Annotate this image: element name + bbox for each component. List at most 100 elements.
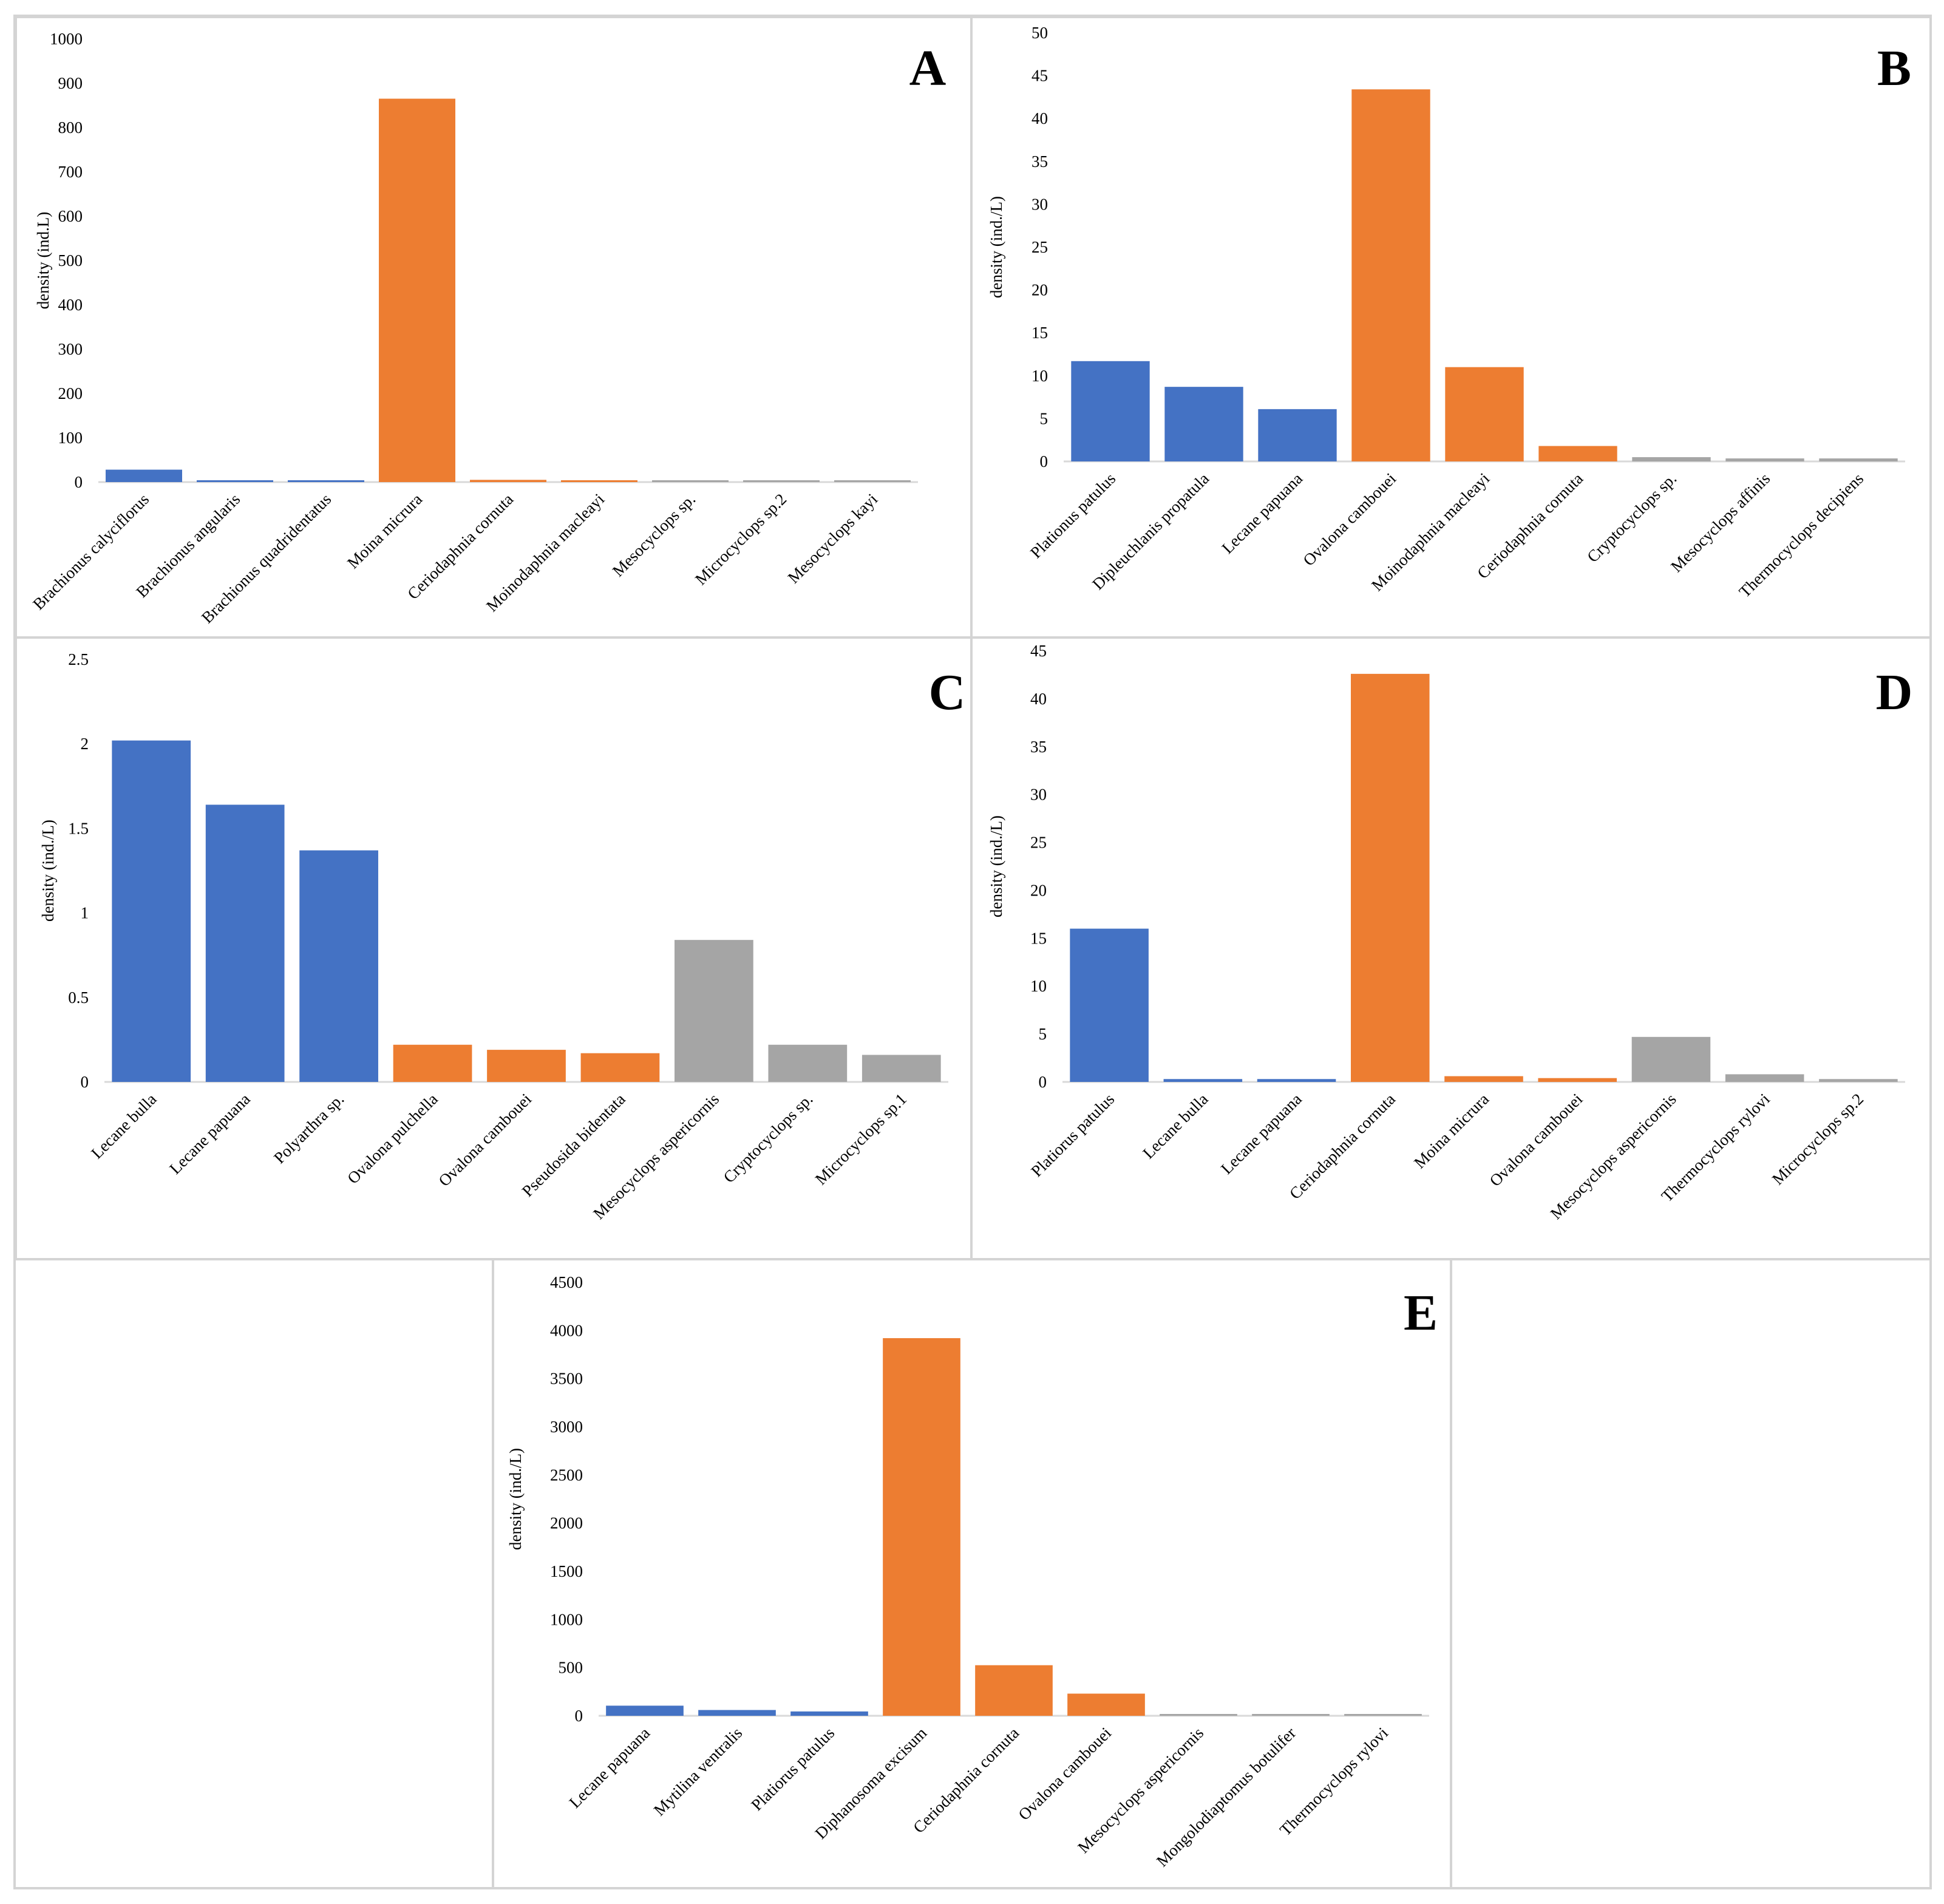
- bar: [1067, 1693, 1145, 1716]
- y-tick-label: 1.5: [68, 819, 89, 837]
- y-tick-label: 200: [58, 384, 83, 403]
- bar: [197, 480, 273, 482]
- y-tick-label: 5: [1040, 409, 1048, 427]
- y-axis-label: density (ind./L): [987, 196, 1005, 298]
- y-tick-label: 2: [81, 735, 89, 753]
- bar: [1444, 1076, 1523, 1082]
- y-tick-label: 10: [1031, 367, 1048, 385]
- y-tick-label: 2500: [550, 1466, 583, 1484]
- bar: [1071, 361, 1150, 461]
- bar: [1725, 458, 1804, 461]
- bar: [1538, 1078, 1617, 1082]
- y-tick-label: 2000: [550, 1514, 583, 1532]
- bar: [975, 1665, 1053, 1716]
- y-tick-label: 10: [1030, 977, 1047, 995]
- y-tick-label: 15: [1031, 324, 1048, 342]
- y-tick-label: 0: [81, 1073, 89, 1091]
- bar: [580, 1053, 660, 1082]
- y-tick-label: 0: [1039, 1073, 1047, 1091]
- bar: [1445, 367, 1524, 461]
- panel-letter: D: [1876, 664, 1913, 721]
- y-tick-label: 4500: [550, 1273, 583, 1291]
- y-tick-label: 100: [58, 429, 83, 447]
- y-tick-label: 35: [1031, 152, 1048, 171]
- y-tick-label: 0: [575, 1707, 583, 1725]
- bar: [652, 480, 729, 482]
- y-tick-label: 4000: [550, 1321, 583, 1339]
- bar: [768, 1044, 848, 1082]
- y-tick-label: 600: [58, 207, 83, 225]
- panel-frame: [492, 1258, 1452, 1889]
- y-tick-label: 900: [58, 74, 83, 92]
- bar: [675, 940, 753, 1082]
- bar: [1164, 387, 1243, 461]
- y-tick-label: 20: [1030, 881, 1047, 899]
- bar: [1163, 1079, 1243, 1082]
- y-tick-label: 700: [58, 163, 83, 181]
- y-tick-label: 35: [1030, 738, 1047, 756]
- y-tick-label: 500: [559, 1659, 583, 1677]
- bar: [1258, 409, 1337, 461]
- bar: [487, 1050, 566, 1082]
- y-tick-label: 3000: [550, 1418, 583, 1436]
- bar: [288, 480, 364, 482]
- y-axis-label: density (ind./L): [39, 820, 57, 922]
- y-tick-label: 40: [1031, 109, 1048, 127]
- bar: [1819, 1079, 1898, 1082]
- bar: [1725, 1074, 1804, 1082]
- bar: [1351, 89, 1430, 461]
- y-tick-label: 0: [75, 473, 83, 491]
- panel-letter: C: [929, 664, 966, 721]
- bar: [106, 469, 182, 482]
- y-tick-label: 25: [1031, 238, 1048, 256]
- y-tick-label: 400: [58, 296, 83, 314]
- y-tick-label: 2.5: [68, 650, 89, 668]
- bar: [1632, 457, 1711, 461]
- chart-panel-a: 0 100 200 300 400 500 600 700 800 900 1000 density …: [15, 16, 973, 639]
- panels: 01002003004005006007008009001000density …: [15, 16, 1932, 1889]
- y-tick-label: 1: [81, 904, 89, 922]
- y-tick-label: 45: [1031, 67, 1048, 85]
- bar: [1070, 928, 1149, 1082]
- bar: [299, 850, 378, 1082]
- bar: [743, 480, 820, 482]
- y-tick-label: 0.5: [68, 988, 89, 1007]
- y-axis-label: density (ind./L): [987, 815, 1005, 917]
- y-tick-label: 300: [58, 340, 83, 358]
- y-tick-label: 1000: [550, 1610, 583, 1628]
- y-tick-label: 30: [1031, 195, 1048, 213]
- y-tick-label: 25: [1030, 834, 1047, 852]
- y-tick-label: 5: [1039, 1025, 1047, 1043]
- bar: [112, 740, 191, 1082]
- y-tick-label: 15: [1030, 929, 1047, 947]
- bar: [1538, 446, 1617, 461]
- bar: [606, 1705, 684, 1716]
- y-tick-label: 45: [1030, 642, 1047, 660]
- bar: [790, 1711, 868, 1716]
- y-tick-label: 800: [58, 118, 83, 137]
- panel-letter: A: [909, 40, 947, 97]
- bar: [470, 480, 546, 482]
- y-tick-label: 40: [1030, 690, 1047, 708]
- bar: [1819, 458, 1898, 461]
- panel-frame: [15, 16, 973, 639]
- bar: [834, 480, 911, 482]
- bar: [1257, 1079, 1336, 1082]
- y-tick-label: 1500: [550, 1562, 583, 1580]
- bar: [1344, 1714, 1422, 1716]
- panel-letter: E: [1404, 1285, 1438, 1341]
- bar: [1631, 1036, 1711, 1082]
- y-tick-label: 0: [1040, 452, 1048, 471]
- bar: [379, 98, 455, 483]
- bar: [1252, 1714, 1330, 1716]
- y-tick-label: 500: [58, 251, 83, 270]
- bar: [883, 1338, 960, 1716]
- bar: [1351, 673, 1430, 1082]
- y-axis-label: density (ind.L): [34, 212, 52, 309]
- chart-panel-e: 0 500 1000 1500 2000 2500 3000 3500 4000 4500 dens…: [492, 1258, 1452, 1889]
- bar: [698, 1710, 776, 1716]
